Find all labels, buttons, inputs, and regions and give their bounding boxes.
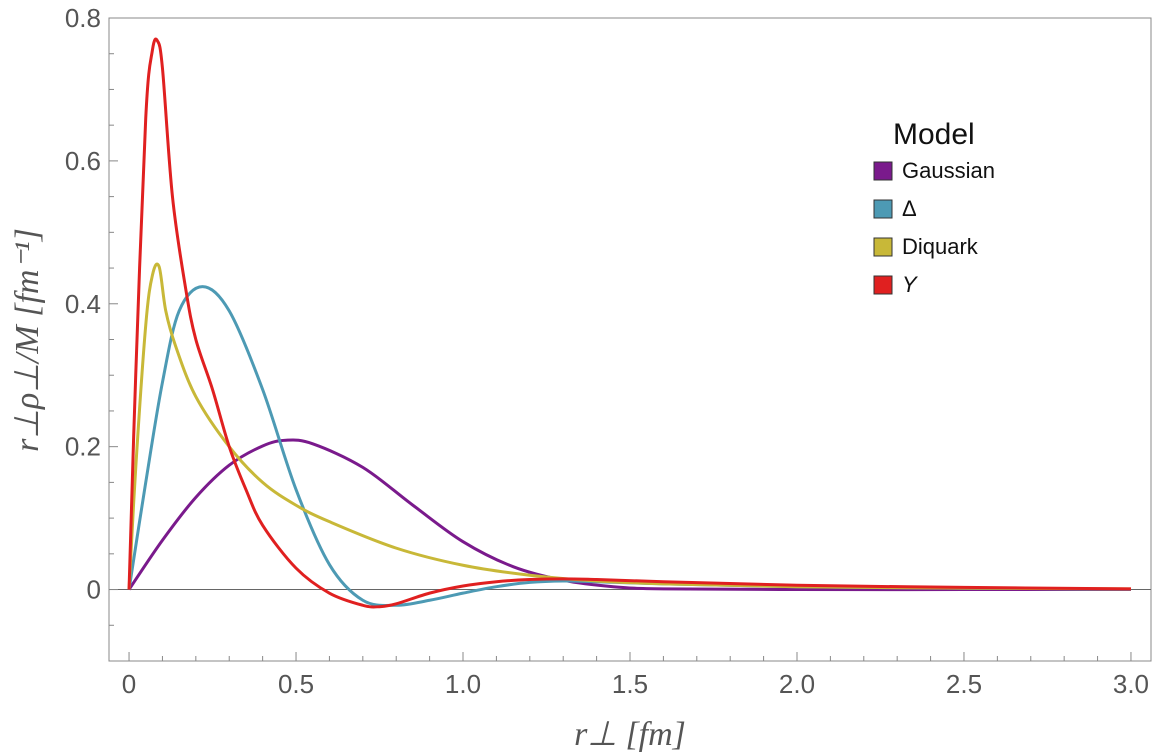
legend-label: Gaussian (902, 158, 995, 183)
y-tick-label: 0.2 (65, 432, 101, 462)
series-line-y (127, 37, 1131, 609)
legend-title: Model (893, 118, 975, 151)
x-tick-label: 1.0 (445, 669, 481, 699)
x-tick-label: 1.5 (612, 669, 648, 699)
legend-swatch (873, 161, 893, 181)
x-tick-label: 2.0 (779, 669, 815, 699)
legend-label: Δ (902, 196, 917, 221)
legend: Model Gaussian Δ Diquark Y (873, 118, 995, 297)
legend-swatch (873, 237, 893, 257)
x-tick-label: 3.0 (1113, 669, 1149, 699)
x-axis-ticks: 0 0.5 1.0 1.5 2.0 2.5 3.0 (122, 652, 1149, 699)
y-axis-title: r⊥ρ⊥/M [fm⁻¹] (9, 228, 46, 452)
plot-frame (108, 17, 1152, 662)
y-tick-label: 0 (87, 575, 101, 605)
legend-label: Diquark (902, 234, 979, 259)
y-axis-ticks: 0 0.2 0.4 0.6 0.8 (65, 3, 118, 662)
series-line-gaussian (127, 438, 1131, 592)
x-tick-label: 2.5 (946, 669, 982, 699)
legend-swatch (873, 275, 893, 295)
x-axis-title: r⊥ [fm] (574, 716, 686, 753)
y-tick-label: 0.6 (65, 146, 101, 176)
y-tick-label: 0.4 (65, 289, 101, 319)
x-tick-label: 0 (122, 669, 136, 699)
series-line- (127, 285, 1131, 607)
series-line-diquark (127, 262, 1131, 591)
y-tick-label: 0.8 (65, 3, 101, 33)
legend-swatch (873, 199, 893, 219)
x-tick-label: 0.5 (278, 669, 314, 699)
series-layer (127, 37, 1131, 609)
legend-label: Y (902, 272, 918, 297)
